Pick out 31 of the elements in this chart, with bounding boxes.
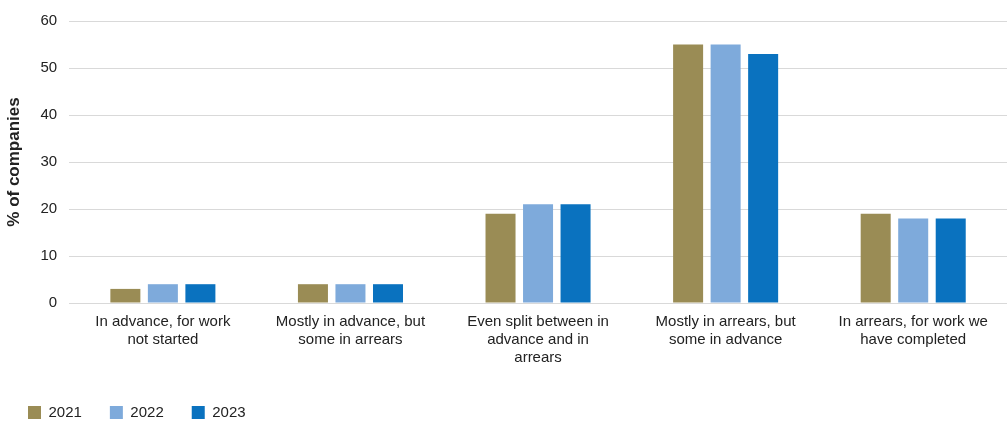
bar [485,213,516,303]
bar [898,218,929,303]
x-tick-label: Even split between in advance and in arrears [467,312,609,366]
x-tick-label: In advance, for work not started [95,312,231,348]
bar [335,284,366,303]
bar [673,44,704,303]
bar [935,218,966,303]
y-tick-label: 0 [48,293,58,311]
y-tick-label: 60 [40,11,58,29]
x-tick-label: Mostly in arrears, but some in advance [655,312,797,348]
bar [297,284,328,303]
bar [748,53,779,303]
bar [110,288,141,303]
bar [860,213,891,303]
bar [372,284,403,303]
y-tick-label: 40 [40,105,58,123]
y-tick-label: 10 [40,246,58,264]
y-axis-title: % of companies [3,97,23,227]
bar [147,284,178,303]
bar [523,204,554,303]
bar [560,204,591,303]
y-tick-label: 50 [40,58,58,76]
legend-label: 2021 [48,402,82,420]
bar [185,284,216,303]
bar [710,44,741,303]
legend-label: 2022 [130,402,164,420]
y-tick-label: 20 [40,199,58,217]
x-tick-label: In arrears, for work we have completed [838,312,988,348]
y-tick-label: 30 [40,152,58,170]
legend-label: 2023 [212,402,246,420]
x-tick-label: Mostly in advance, but some in arrears [275,312,426,348]
